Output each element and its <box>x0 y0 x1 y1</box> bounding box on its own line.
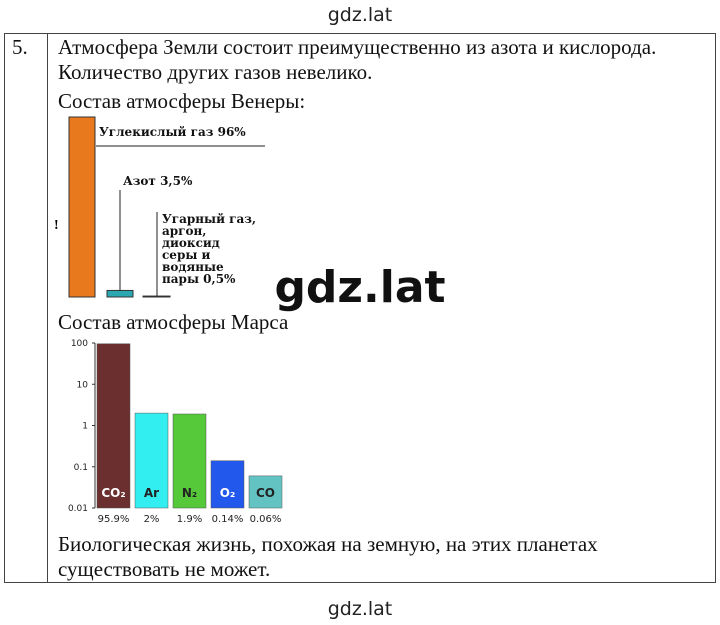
bar <box>210 460 245 509</box>
category-label: CO₂ <box>101 486 125 500</box>
header: gdz.lat <box>327 4 393 26</box>
category-label: CO <box>256 486 275 500</box>
value-label: 0,5% <box>203 272 236 286</box>
value-label: 0.06% <box>250 514 282 525</box>
table-border <box>4 33 716 583</box>
y-tick-label: 100 <box>71 339 88 349</box>
mars-heading: Состав атмосферы Марса <box>58 310 289 334</box>
category-label: N₂ <box>182 486 197 500</box>
value-label: 1.9% <box>177 514 202 525</box>
value-label: 95.9% <box>98 514 130 525</box>
conclusion: Биологическая жизнь, похожая на земную, … <box>58 532 598 581</box>
y-tick-label: 1 <box>82 422 88 432</box>
value-label: 2% <box>144 514 160 525</box>
bar <box>172 413 207 509</box>
y-tick-label: 0.01 <box>68 504 88 514</box>
bar <box>134 412 169 509</box>
value-label: 3,5% <box>160 174 193 188</box>
bar-label: Угарный газ, аргон, диоксид серы и водян… <box>162 213 257 285</box>
footer: gdz.lat <box>327 598 393 620</box>
bar-label: Азот 3,5% <box>123 175 243 187</box>
venus-heading: Состав атмосферы Венеры: <box>58 89 306 113</box>
value-label: 96% <box>217 125 246 139</box>
category-label: Угарный газ, аргон, диоксид серы и водян… <box>162 212 257 286</box>
category-label: Ar <box>144 486 159 500</box>
y-tick-label: 0.1 <box>74 463 88 473</box>
bar <box>96 343 131 509</box>
item-number: 5. <box>12 35 28 59</box>
category-label: Азот <box>123 174 156 188</box>
annotation: ! <box>54 218 59 233</box>
bar-label: Углекислый газ 96% <box>99 126 269 138</box>
bar <box>68 116 96 298</box>
watermark: gdz.lat <box>274 262 446 313</box>
bar <box>248 475 283 509</box>
category-label: Углекислый газ <box>99 125 214 139</box>
y-tick-label: 10 <box>77 380 89 390</box>
intro: Атмосфера Земли состоит преимущественно … <box>58 35 657 84</box>
value-label: 0.14% <box>212 514 244 525</box>
category-label: O₂ <box>220 486 235 500</box>
